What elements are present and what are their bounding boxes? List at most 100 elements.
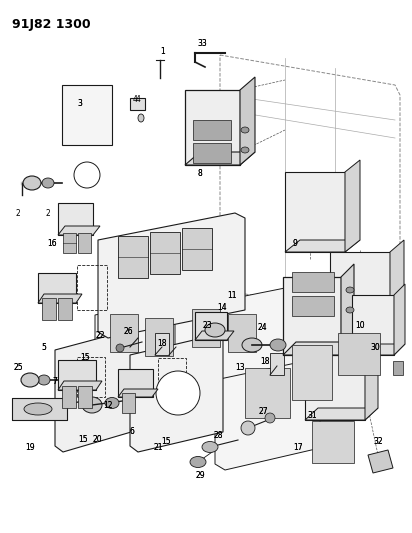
Bar [78, 233, 91, 253]
Text: 20: 20 [92, 435, 102, 445]
Ellipse shape [38, 375, 50, 385]
Text: 2: 2 [16, 208, 20, 217]
Bar [193, 120, 231, 140]
Text: 30: 30 [370, 343, 380, 351]
Bar [62, 386, 76, 408]
Text: 28: 28 [213, 432, 223, 440]
Polygon shape [195, 331, 234, 340]
Text: 5: 5 [42, 343, 47, 352]
Bar [195, 312, 227, 340]
Bar [158, 358, 186, 398]
Text: 31: 31 [307, 411, 317, 421]
Text: 23: 23 [202, 320, 212, 329]
Text: 23: 23 [202, 320, 212, 329]
Bar [63, 233, 76, 253]
Polygon shape [185, 152, 255, 165]
Text: 9: 9 [293, 238, 297, 247]
Circle shape [265, 413, 275, 423]
Ellipse shape [346, 307, 354, 313]
Polygon shape [55, 330, 138, 452]
Bar [118, 236, 148, 278]
Text: 14: 14 [217, 303, 227, 312]
Bar [245, 368, 290, 418]
Text: 7: 7 [53, 377, 57, 386]
Polygon shape [38, 294, 82, 303]
Text: 33: 33 [197, 38, 207, 47]
Bar [338, 333, 380, 375]
Text: 17: 17 [293, 443, 303, 453]
Polygon shape [58, 381, 102, 390]
Text: 12: 12 [103, 400, 113, 409]
Bar [285, 172, 345, 252]
Text: 18: 18 [260, 358, 270, 367]
Text: 27: 27 [258, 408, 268, 416]
Polygon shape [365, 333, 378, 420]
Circle shape [116, 344, 124, 352]
Text: 27: 27 [258, 408, 268, 416]
Text: 4: 4 [133, 95, 138, 104]
Text: 19: 19 [25, 443, 35, 453]
Bar [182, 228, 212, 270]
Text: 16: 16 [47, 239, 57, 248]
Bar [58, 203, 93, 235]
Polygon shape [283, 342, 354, 355]
Text: 18: 18 [157, 338, 167, 348]
Text: 14: 14 [217, 303, 227, 312]
Text: 9: 9 [293, 238, 297, 247]
Bar [352, 295, 394, 355]
Ellipse shape [205, 323, 225, 337]
Bar [145, 318, 173, 356]
Bar [228, 314, 256, 352]
Text: 11: 11 [227, 290, 237, 300]
Text: 21: 21 [153, 442, 163, 451]
Text: 15: 15 [78, 435, 88, 445]
Polygon shape [240, 77, 255, 165]
Text: 21: 21 [153, 442, 163, 451]
Text: 12: 12 [103, 400, 113, 409]
Polygon shape [330, 318, 404, 330]
Text: 25: 25 [13, 362, 23, 372]
Bar [62, 85, 112, 145]
Ellipse shape [105, 398, 119, 408]
Polygon shape [390, 240, 404, 330]
Text: 18: 18 [157, 338, 167, 348]
Ellipse shape [241, 127, 249, 133]
Text: 24: 24 [257, 324, 267, 333]
Bar [312, 421, 354, 463]
Text: 25: 25 [13, 362, 23, 372]
Polygon shape [175, 288, 295, 402]
Bar [110, 314, 138, 352]
Text: 17: 17 [293, 443, 303, 453]
Polygon shape [394, 284, 405, 355]
Text: 22: 22 [95, 330, 105, 340]
Ellipse shape [82, 397, 102, 413]
Bar [150, 232, 180, 274]
Circle shape [241, 421, 255, 435]
Text: 8: 8 [198, 168, 202, 177]
Bar [122, 393, 135, 413]
Ellipse shape [138, 114, 144, 122]
Text: 3: 3 [77, 99, 82, 108]
Bar [270, 353, 284, 375]
Text: 15: 15 [78, 435, 88, 445]
Ellipse shape [242, 338, 262, 352]
Text: 24: 24 [257, 324, 267, 333]
Text: 29: 29 [195, 472, 205, 481]
Text: 1: 1 [161, 47, 165, 56]
Bar [292, 272, 334, 292]
Bar [58, 298, 72, 320]
Bar [58, 360, 96, 390]
Text: 30: 30 [370, 343, 380, 351]
Bar [305, 345, 365, 420]
Bar [77, 265, 107, 310]
Bar [155, 333, 169, 355]
Bar [292, 296, 334, 316]
Text: 22: 22 [95, 330, 105, 340]
Text: 16: 16 [47, 239, 57, 248]
Polygon shape [341, 264, 354, 355]
Ellipse shape [270, 339, 286, 351]
Polygon shape [215, 360, 320, 470]
Bar [12, 398, 67, 420]
Text: 10: 10 [355, 320, 365, 329]
Ellipse shape [346, 287, 354, 293]
